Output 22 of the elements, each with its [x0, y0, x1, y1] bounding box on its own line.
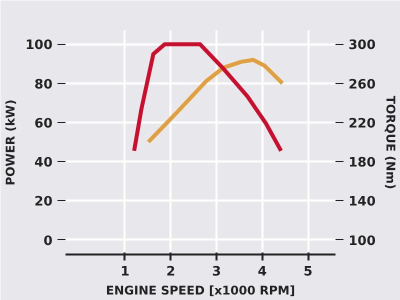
- y2-tick-label: 300: [348, 38, 376, 54]
- y-tick-label: 60: [34, 116, 53, 132]
- x-tick-label: 4: [258, 264, 267, 280]
- y2-tick-label: 260: [348, 77, 376, 92]
- x-tick-label: 5: [304, 264, 313, 280]
- y2-axis-title: TORQUE (Nm): [384, 96, 398, 190]
- x-tick-label: 2: [166, 264, 176, 280]
- y-tick-label: 100: [25, 38, 53, 54]
- y2-tick-label: 180: [348, 156, 376, 171]
- x-tick-label: 3: [212, 264, 222, 280]
- y-tick-label: 80: [34, 77, 53, 92]
- y-tick-label: 20: [34, 194, 53, 210]
- y2-tick-label: 100: [348, 234, 376, 249]
- x-axis-title: ENGINE SPEED [x1000 RPM]: [106, 284, 296, 298]
- y-tick-label: 40: [34, 156, 53, 171]
- y2-tick-label: 140: [348, 194, 376, 210]
- x-tick-label: 1: [120, 264, 130, 280]
- y-tick-label: 0: [43, 234, 52, 249]
- line-series: [132, 42, 284, 153]
- y2-tick-label: 220: [348, 116, 376, 132]
- y-axis-title: POWER (kW): [3, 99, 18, 186]
- line-series: [146, 58, 284, 144]
